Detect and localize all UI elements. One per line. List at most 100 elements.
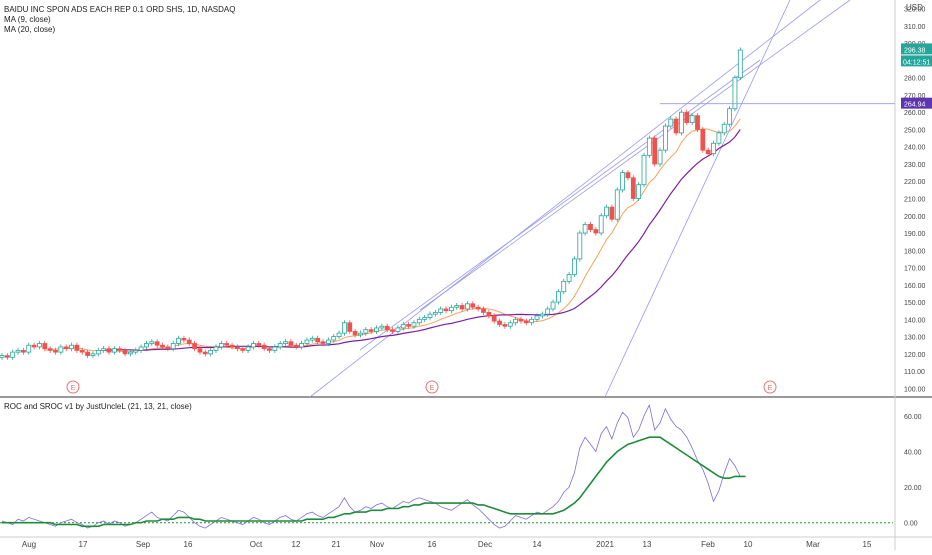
candle-body [320, 341, 326, 344]
candle-body [304, 339, 310, 344]
time-tick-label: 21 [332, 540, 341, 549]
ma20-legend: MA (20, close) [4, 25, 56, 34]
candle-body [572, 258, 577, 275]
candle-body [186, 339, 192, 344]
candle-body [588, 223, 593, 230]
candle-body [160, 344, 165, 348]
candle-body [117, 348, 123, 351]
candle-body [101, 348, 107, 351]
price-tick-label: 110.00 [904, 369, 925, 376]
candle-body [331, 336, 337, 341]
candle-body [539, 313, 545, 317]
candle-body [561, 280, 567, 293]
countdown-badge-bg [901, 55, 932, 67]
main-legend: BAIDU INC SPON ADS EACH REP 0.1 ORD SHS,… [4, 5, 235, 35]
candle-body [197, 348, 203, 353]
candle-body [523, 320, 529, 324]
osc-tick-label: 60.00 [904, 414, 922, 421]
candle-body [438, 308, 444, 313]
crosshair-price-badge-bg [901, 97, 932, 109]
candle-body [534, 315, 540, 320]
candle-body [138, 346, 144, 351]
candle-body [716, 132, 722, 144]
candle-body [336, 332, 342, 337]
candle-body [448, 306, 454, 312]
candle-body [379, 325, 385, 329]
candle-body [224, 343, 230, 346]
candle-body [240, 348, 246, 351]
price-tick-label: 130.00 [904, 335, 926, 342]
candle-body [37, 343, 42, 348]
candle-body [288, 341, 294, 346]
candle-body [427, 313, 433, 319]
candle-body [598, 215, 604, 234]
candle-body [641, 154, 647, 186]
candle-body [721, 123, 727, 134]
candle-body [358, 332, 363, 336]
candle-body [229, 344, 235, 348]
price-tick-label: 100.00 [904, 386, 926, 393]
earnings-e-icon [763, 380, 777, 394]
candle-body [400, 324, 406, 329]
candle-body [406, 324, 412, 327]
earnings-e-label: E [768, 385, 773, 392]
candle-body [497, 320, 502, 325]
trend-line [309, 0, 821, 398]
time-tick-label: 2021 [596, 540, 614, 549]
candle-body [390, 329, 395, 332]
candle-body [341, 322, 347, 334]
indicator-title: ROC and SROC v1 by JustUncleL (21, 13, 2… [4, 402, 192, 411]
candle-body [470, 303, 476, 308]
indicator-legend: ROC and SROC v1 by JustUncleL (21, 13, 2… [4, 402, 192, 412]
price-tick-label: 160.00 [904, 283, 926, 290]
candle-body [663, 125, 668, 151]
candle-body [684, 111, 690, 123]
candle-body [711, 142, 716, 155]
candle-body [176, 337, 181, 344]
time-tick-label: Aug [22, 540, 36, 549]
candle-body [47, 348, 53, 351]
sroc-line [2, 436, 746, 528]
candle-body [261, 344, 267, 350]
candle-body [111, 348, 117, 353]
price-tick-label: 140.00 [904, 317, 926, 324]
price-tick-label: 150.00 [904, 300, 926, 307]
time-tick-label: Sep [136, 540, 151, 549]
price-tick-label: 280.00 [904, 76, 926, 83]
candle-body [566, 274, 572, 282]
candle-body [170, 343, 176, 350]
candle-body [689, 115, 695, 123]
candle-body [165, 346, 171, 350]
candle-body [315, 337, 321, 343]
price-tick-label: 220.00 [904, 179, 926, 186]
candle-body [208, 349, 214, 355]
time-tick-label: 14 [533, 540, 542, 549]
candle-body [325, 339, 331, 344]
candle-body [0, 355, 5, 358]
osc-tick-label: 0.00 [904, 521, 918, 528]
candle-body [144, 343, 149, 348]
time-tick-label: 12 [292, 540, 301, 549]
price-tick-label: 250.00 [904, 127, 926, 134]
candle-body [374, 327, 379, 332]
last-price-badge: 296.38 [904, 47, 926, 54]
candle-body [529, 318, 535, 324]
candle-body [267, 348, 272, 351]
symbol-title: BAIDU INC SPON ADS EACH REP 0.1 ORD SHS,… [4, 5, 236, 14]
candle-body [727, 108, 732, 125]
time-tick-label: Nov [370, 540, 384, 549]
time-tick-label: 16 [184, 540, 193, 549]
candle-body [614, 189, 620, 220]
candle-body [545, 308, 551, 315]
candle-body [192, 343, 198, 350]
price-tick-label: 230.00 [904, 162, 926, 169]
osc-tick-label: 20.00 [904, 485, 922, 492]
time-tick-label: Dec [478, 540, 492, 549]
price-tick-label: 200.00 [904, 214, 926, 221]
price-tick-label: 190.00 [904, 231, 926, 238]
candle-body [79, 349, 85, 353]
candle-body [609, 206, 615, 220]
time-tick-label: 17 [79, 540, 88, 549]
